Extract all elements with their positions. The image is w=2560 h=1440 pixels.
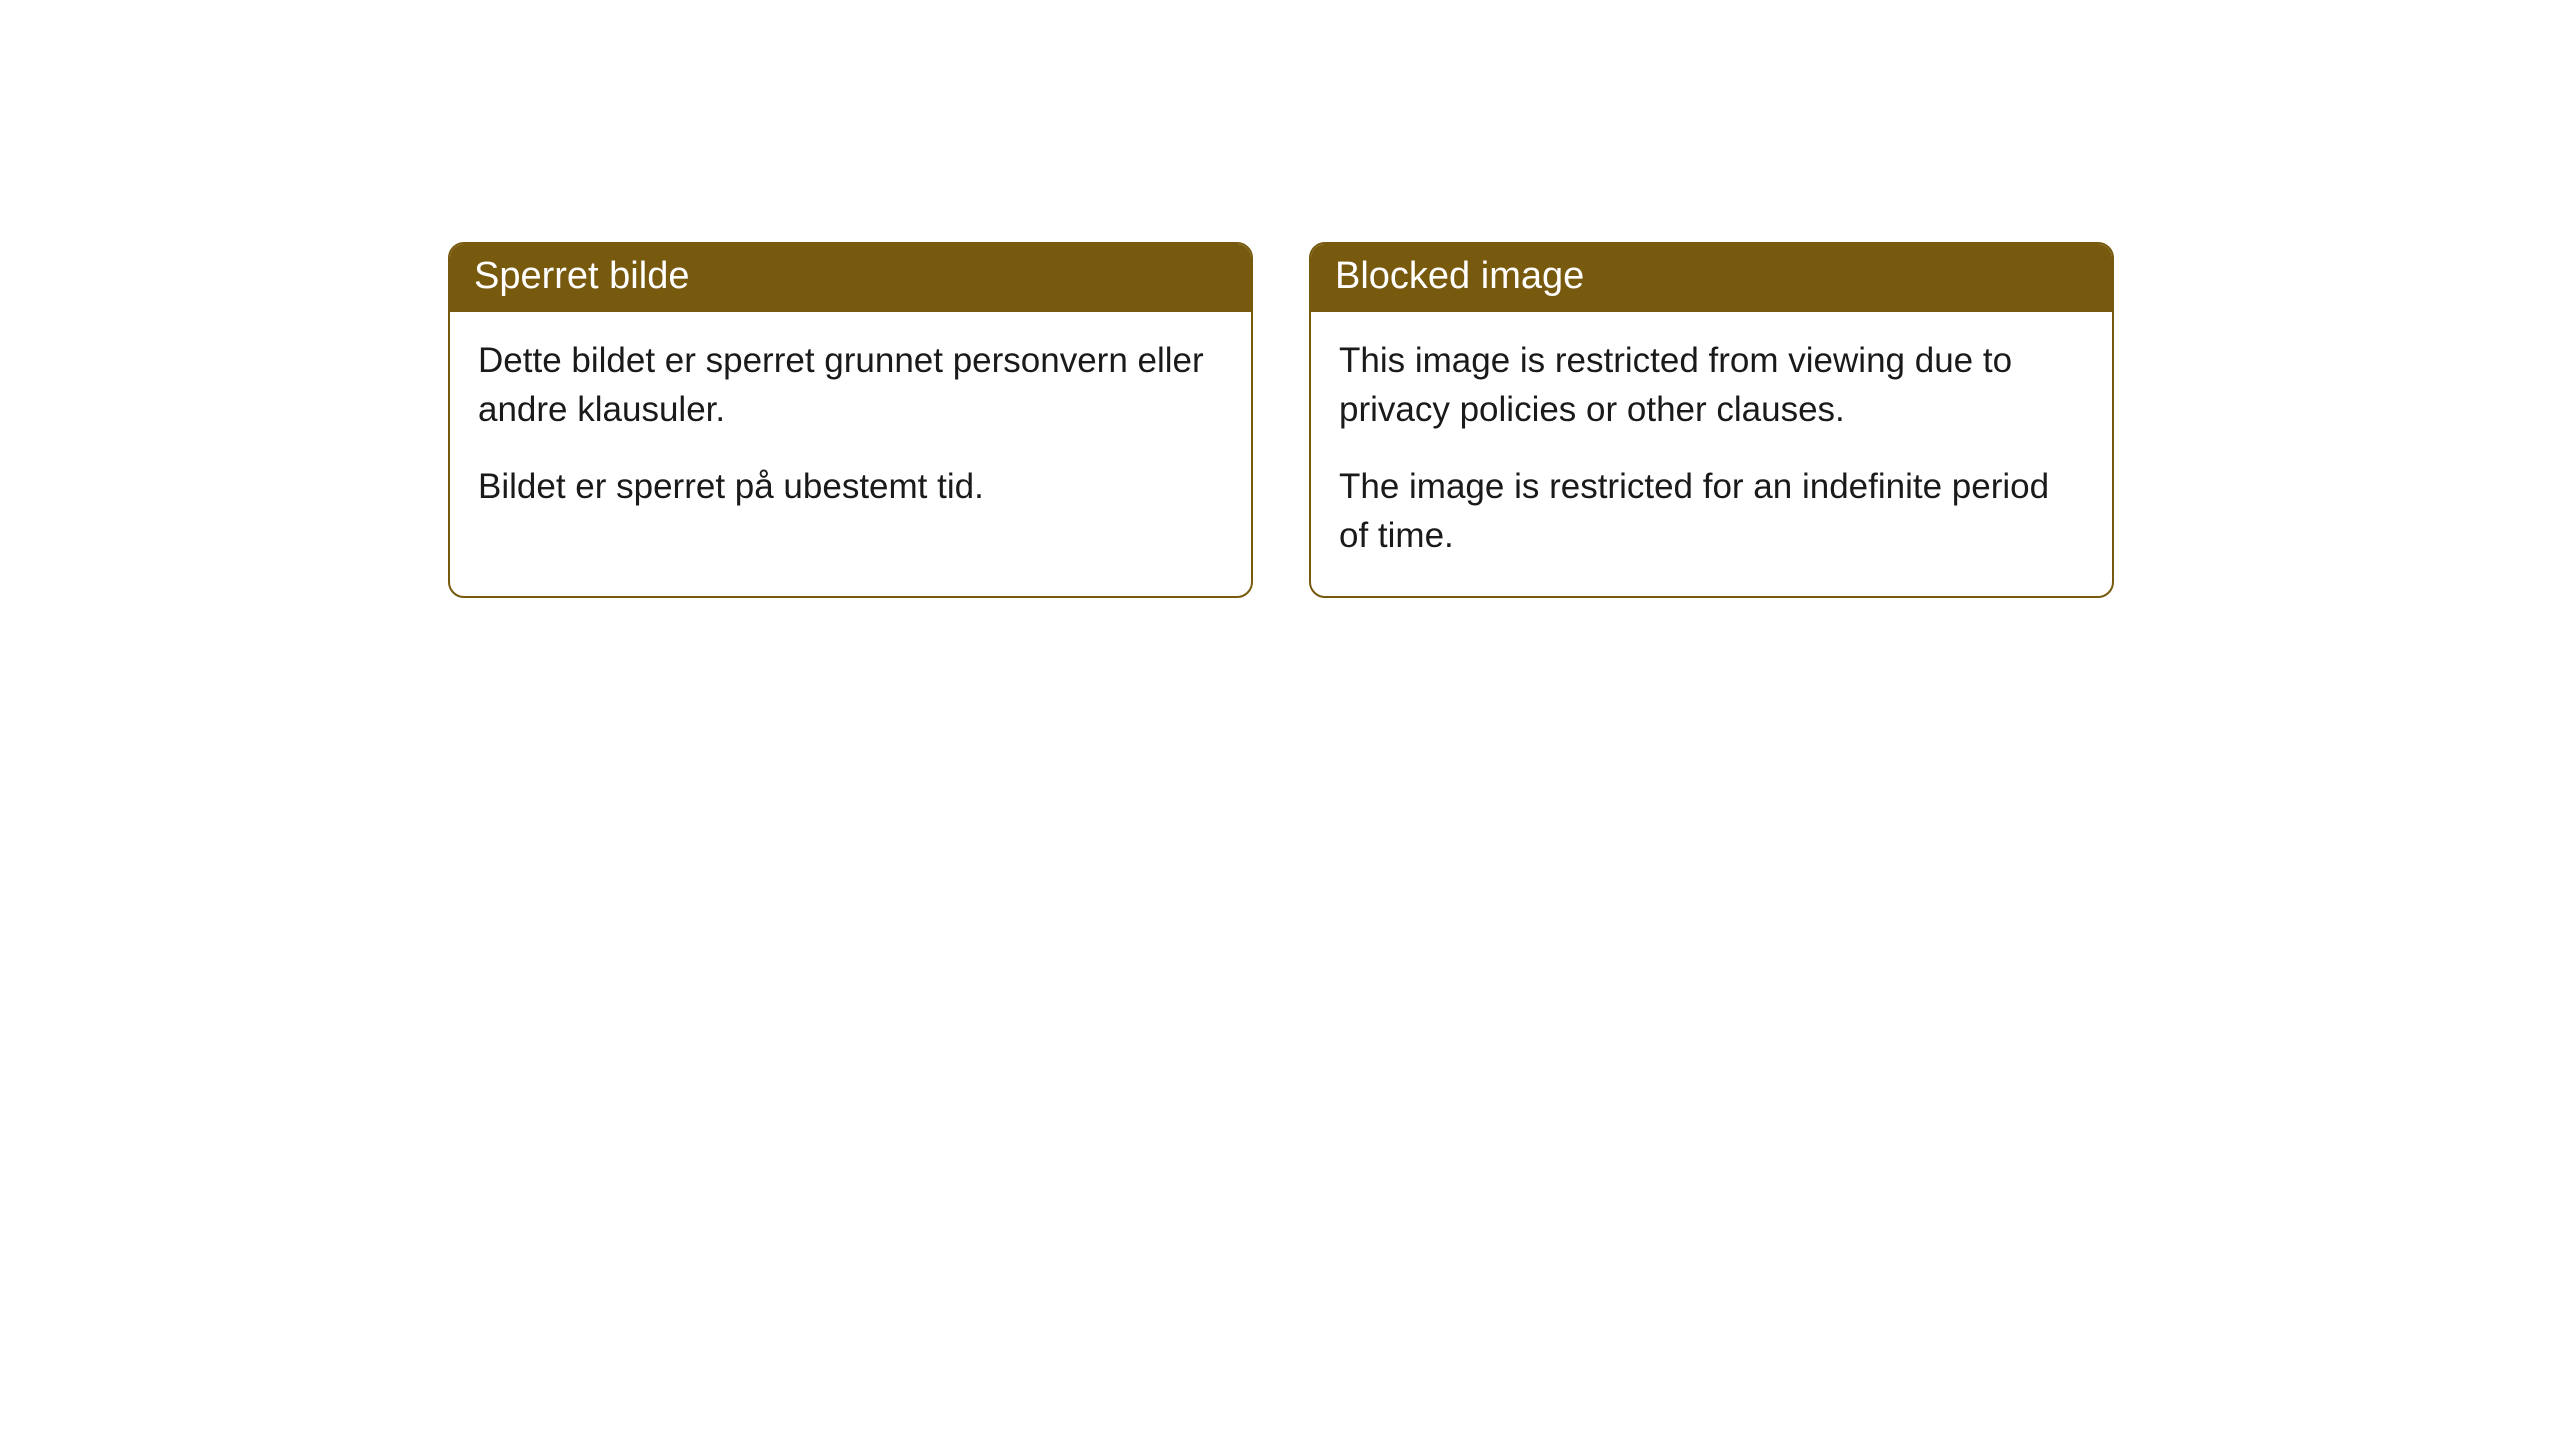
- blocked-image-card-norwegian: Sperret bilde Dette bildet er sperret gr…: [448, 242, 1253, 598]
- card-body-norwegian: Dette bildet er sperret grunnet personve…: [450, 312, 1251, 547]
- notice-container: Sperret bilde Dette bildet er sperret gr…: [448, 242, 2114, 598]
- card-paragraph: This image is restricted from viewing du…: [1339, 336, 2084, 434]
- card-header-norwegian: Sperret bilde: [450, 244, 1251, 312]
- card-body-english: This image is restricted from viewing du…: [1311, 312, 2112, 596]
- card-header-english: Blocked image: [1311, 244, 2112, 312]
- card-paragraph: Dette bildet er sperret grunnet personve…: [478, 336, 1223, 434]
- card-paragraph: Bildet er sperret på ubestemt tid.: [478, 462, 1223, 511]
- card-paragraph: The image is restricted for an indefinit…: [1339, 462, 2084, 560]
- blocked-image-card-english: Blocked image This image is restricted f…: [1309, 242, 2114, 598]
